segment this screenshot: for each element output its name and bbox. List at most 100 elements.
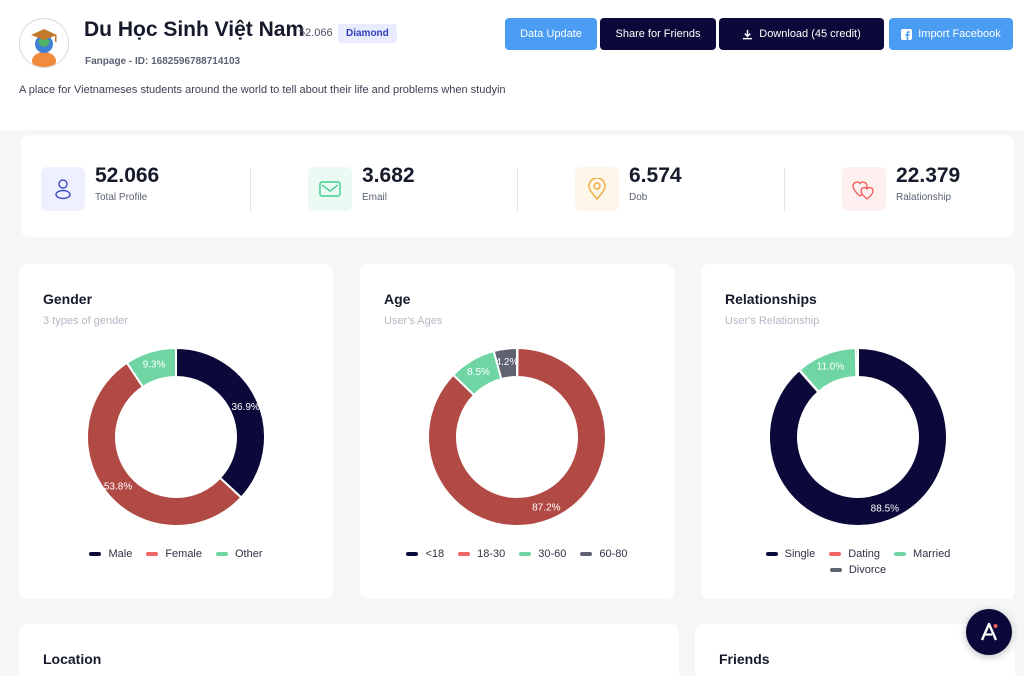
legend-item[interactable]: 18-30	[458, 548, 505, 560]
chart-legend: <18 18-30 30-60 60-80	[360, 548, 674, 560]
legend-swatch	[519, 552, 532, 556]
fanpage-id: Fanpage - ID: 1682596788714103	[85, 56, 241, 67]
legend-item[interactable]: Divorce	[829, 564, 886, 576]
legend-label: Dating	[848, 548, 881, 560]
stat-label: Dob	[629, 192, 648, 203]
download-icon	[743, 29, 753, 39]
legend-swatch	[146, 552, 159, 556]
import-facebook-button[interactable]: Import Facebook	[889, 18, 1013, 50]
card-subtitle: User's Relationship	[725, 315, 820, 327]
share-for-friends-button[interactable]: Share for Friends	[600, 18, 716, 50]
gender-chart-card: Gender 3 types of gender 36.9% 53.8% 9.3% …	[19, 264, 333, 599]
age-chart-card: Age User's Ages 87.2% 8.5% 4.2% <18 18-30 …	[360, 264, 674, 599]
legend-swatch	[894, 552, 907, 556]
chart-legend: Single Dating Married Divorce	[701, 548, 1015, 576]
legend-swatch	[406, 552, 419, 556]
legend-swatch	[829, 568, 842, 572]
card-subtitle: 3 types of gender	[43, 315, 129, 327]
student-logo-icon	[31, 29, 57, 67]
card-title: Relationships	[725, 291, 817, 307]
member-count: 52.066	[299, 27, 333, 39]
donut-data-label: 53.8%	[104, 482, 132, 493]
location-card: Location	[19, 624, 679, 676]
share-label: Share for Friends	[615, 28, 701, 40]
legend-item[interactable]: 30-60	[519, 548, 566, 560]
card-title: Age	[384, 291, 411, 307]
legend-label: Female	[165, 548, 202, 560]
donut-slice-60-80[interactable]	[492, 346, 518, 381]
age-donut-chart[interactable]: 87.2% 8.5% 4.2%	[360, 264, 674, 599]
download-button[interactable]: Download (45 credit)	[719, 18, 884, 50]
card-subtitle: User's Ages	[384, 315, 443, 327]
stat-value: 3.682	[362, 164, 415, 187]
facebook-icon	[901, 28, 913, 40]
donut-data-label: 8.5%	[467, 367, 490, 378]
donut-data-label: 11.0%	[817, 362, 845, 373]
legend-item[interactable]: <18	[406, 548, 444, 560]
legend-item[interactable]: 60-80	[580, 548, 628, 560]
avatar[interactable]	[19, 18, 69, 68]
legend-swatch	[89, 552, 102, 556]
assistant-fab-button[interactable]	[966, 609, 1012, 655]
stat-value: 6.574	[629, 164, 682, 187]
download-label: Download (45 credit)	[759, 28, 861, 40]
legend-label: 18-30	[477, 548, 506, 560]
stat-label: Total Profile	[95, 192, 148, 203]
legend-label: Married	[913, 548, 951, 560]
gender-donut-chart[interactable]: 36.9% 53.8% 9.3%	[19, 264, 333, 599]
user-icon	[41, 167, 85, 211]
stat-value: 52.066	[95, 164, 160, 187]
divider	[250, 168, 251, 212]
hearts-icon	[842, 167, 886, 211]
legend-item[interactable]: Married	[894, 548, 950, 560]
data-update-button[interactable]: Data Update	[505, 18, 597, 50]
relationships-chart-card: Relationships User's Relationship 88.5% 1…	[701, 264, 1015, 599]
legend-item[interactable]: Dating	[829, 548, 880, 560]
brand-a-icon	[980, 622, 998, 641]
chart-legend: Male Female Other	[19, 548, 333, 560]
legend-swatch	[580, 552, 593, 556]
legend-item[interactable]: Male	[89, 548, 132, 560]
divider	[517, 168, 518, 212]
legend-label: 30-60	[538, 548, 567, 560]
donut-slice-divorce[interactable]	[854, 346, 859, 379]
profile-header: Du Học Sinh Việt Nam 52.066 Diamond Fanp…	[0, 0, 1024, 130]
stat-label: Email	[362, 192, 388, 203]
page-title: Du Học Sinh Việt Nam	[84, 18, 305, 41]
stats-summary-card: 52.066 Total Profile 3.682 Email 6.574 D…	[21, 135, 1014, 237]
relationships-donut-chart[interactable]: 88.5% 11.0%	[701, 264, 1015, 599]
tier-badge: Diamond	[338, 24, 397, 43]
legend-swatch	[216, 552, 228, 556]
import-facebook-label: Import Facebook	[918, 28, 1001, 40]
legend-swatch	[829, 552, 842, 556]
legend-item[interactable]: Single	[765, 548, 816, 560]
location-pin-icon	[575, 167, 619, 211]
legend-item[interactable]: Female	[146, 548, 202, 560]
legend-label: <18	[425, 548, 445, 560]
donut-slice-single[interactable]	[768, 346, 948, 527]
donut-data-label: 9.3%	[143, 360, 166, 371]
card-title: Friends	[719, 651, 770, 667]
legend-swatch	[458, 552, 471, 556]
stat-value: 22.379	[896, 164, 961, 187]
donut-slice-other[interactable]	[125, 346, 177, 389]
mail-icon	[308, 167, 352, 211]
donut-data-label: 36.9%	[231, 402, 259, 413]
data-update-label: Data Update	[520, 28, 582, 40]
legend-label: 60-80	[599, 548, 628, 560]
legend-swatch	[765, 552, 778, 556]
stat-label: Ralationship	[896, 192, 952, 203]
friends-card: Friends	[695, 624, 1015, 676]
donut-slice-female[interactable]	[86, 361, 243, 527]
donut-data-label: 87.2%	[532, 503, 560, 514]
donut-slice-male[interactable]	[175, 346, 266, 499]
card-title: Location	[43, 651, 102, 667]
donut-slice-18-30[interactable]	[427, 346, 607, 527]
donut-data-label: 88.5%	[871, 504, 899, 515]
card-title: Gender	[43, 291, 93, 307]
legend-item[interactable]: Other	[216, 548, 263, 560]
donut-data-label: 4.2%	[496, 357, 519, 368]
divider	[784, 168, 785, 212]
legend-label: Male	[108, 548, 133, 560]
legend-label: Single	[784, 548, 816, 560]
